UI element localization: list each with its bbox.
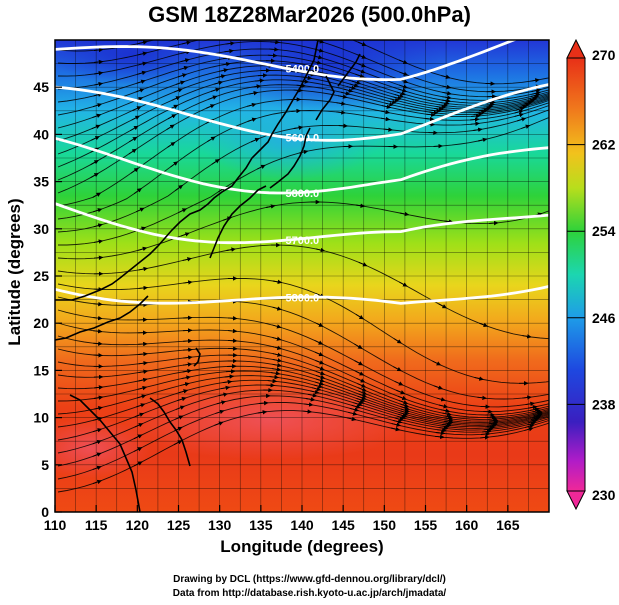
y-tick-label: 20	[33, 315, 49, 331]
y-tick-label: 25	[33, 268, 49, 284]
x-tick-label: 130	[208, 517, 232, 533]
contour-line	[55, 136, 549, 195]
x-tick-label: 165	[496, 517, 520, 533]
x-tick-label: 140	[290, 517, 314, 533]
contour-line	[55, 83, 549, 142]
x-tick-label: 120	[126, 517, 150, 533]
x-tick-label: 145	[331, 517, 355, 533]
coastline	[55, 40, 361, 512]
temperature-field	[55, 40, 549, 512]
colorbar-bottom-triangle	[566, 490, 586, 511]
colorbar-label: 254	[592, 223, 616, 239]
colorbar-top-triangle	[566, 38, 586, 59]
y-tick-label: 15	[33, 362, 49, 378]
colorbar-label: 230	[592, 487, 616, 503]
contour-label: 5800.0	[286, 188, 320, 200]
contour-line	[55, 285, 549, 305]
contour-label: 5600.0	[286, 132, 320, 144]
y-axis-ticks: 0 5 10 15 20 25 30 35 40 45	[33, 79, 62, 520]
y-tick-label: 5	[41, 457, 49, 473]
credit-line-1: Drawing by DCL (https://www.gfd-dennou.o…	[173, 574, 446, 585]
credit-line-2: Data from http://database.rish.kyoto-u.a…	[172, 588, 447, 599]
y-tick-label: 0	[41, 504, 49, 520]
colorbar: 270 262 254 246 238 230	[566, 38, 616, 511]
y-tick-label: 35	[33, 174, 49, 190]
x-tick-label: 155	[414, 517, 438, 533]
contour-line	[55, 202, 549, 245]
geopotential-contours: 5400.0 5600.0 5800.0 5700.0 5800.0	[55, 40, 549, 305]
y-tick-label: 45	[33, 79, 49, 95]
colorbar-label: 270	[592, 47, 616, 63]
x-axis-ticks: 110 115 120 125 130 135 140 145 150 155 160 165	[44, 505, 520, 533]
chart-title: GSM 18Z28Mar2026 (500.0hPa)	[148, 2, 471, 27]
y-tick-label: 40	[33, 126, 49, 142]
x-tick-label: 115	[85, 517, 108, 533]
y-tick-label: 10	[33, 410, 49, 426]
y-tick-label: 30	[33, 221, 49, 237]
x-tick-label: 135	[249, 517, 273, 533]
x-tick-label: 110	[44, 517, 67, 533]
contour-label: 5700.0	[286, 235, 320, 247]
x-tick-label: 150	[373, 517, 397, 533]
contour-line	[55, 40, 518, 81]
colorbar-label: 238	[592, 396, 616, 412]
x-axis-label: Longitude (degrees)	[220, 537, 384, 556]
y-axis-label: Latitude (degrees)	[5, 198, 24, 346]
x-tick-label: 125	[167, 517, 191, 533]
contour-label: 5800.0	[286, 292, 320, 304]
colorbar-label: 262	[592, 137, 616, 153]
colorbar-label: 246	[592, 310, 616, 326]
x-tick-label: 160	[455, 517, 479, 533]
contour-label: 5400.0	[286, 63, 320, 75]
